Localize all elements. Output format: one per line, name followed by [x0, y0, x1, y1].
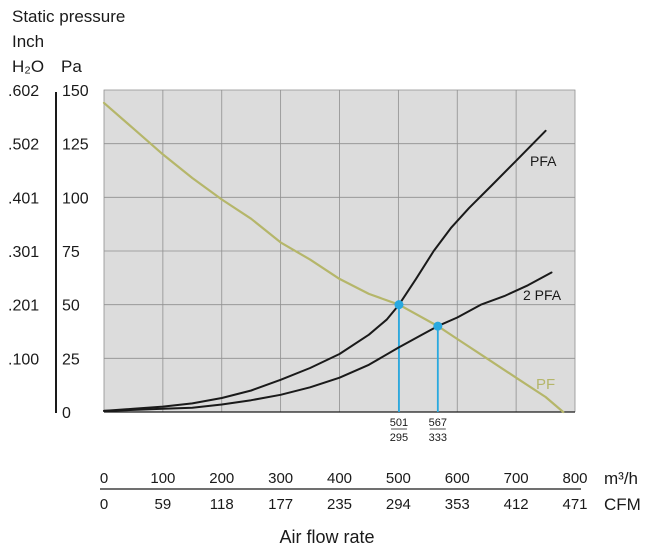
y-tick-label-inch: .401 — [8, 190, 39, 207]
x-tick-label-m3h: 0 — [100, 470, 108, 487]
y-tick-labels: 0 25 50 75 100 125 150 .100 .201 .301 .401 .502 .602 — [8, 83, 89, 422]
x-tick-label-m3h: 200 — [209, 470, 234, 487]
x-tick-label-cfm: 294 — [386, 496, 411, 513]
plot-frame — [103, 89, 576, 412]
y-tick-label-pa: 150 — [62, 83, 89, 100]
x-tick-label-m3h: 400 — [327, 470, 352, 487]
series-lines — [102, 101, 565, 414]
operating-point-markers — [394, 300, 443, 331]
series-label-pfa: PFA — [530, 153, 557, 169]
series-line-2pfa — [103, 271, 553, 412]
operating-point-cfm-label: 333 — [429, 432, 447, 444]
series-line-pf — [102, 101, 565, 414]
y-tick-label-inch: .602 — [8, 83, 39, 100]
grid-lines — [103, 89, 576, 413]
y-tick-label-inch: .301 — [8, 244, 39, 261]
x-axis-title: Air flow rate — [279, 527, 374, 547]
x-tick-label-cfm: 353 — [445, 496, 470, 513]
y-tick-label-pa: 125 — [62, 137, 89, 154]
x-tick-labels: 0 100 200 300 400 500 600 700 800 0 59 118 177 235 294… — [100, 470, 588, 513]
y-tick-label-pa: 50 — [62, 298, 80, 315]
x-tick-label-m3h: 700 — [504, 470, 529, 487]
x-tick-label-m3h: 100 — [150, 470, 175, 487]
operating-point-flow-label: 501 — [390, 417, 408, 429]
x-tick-label-m3h: 800 — [562, 470, 587, 487]
y-axis-title: Static pressure — [12, 7, 125, 26]
x-tick-label-cfm: 0 — [100, 496, 108, 513]
operating-point-marker — [394, 300, 404, 310]
x-tick-label-cfm: 412 — [504, 496, 529, 513]
x-unit-cfm: CFM — [604, 495, 641, 514]
x-tick-label-m3h: 300 — [268, 470, 293, 487]
y-tick-label-pa: 25 — [62, 351, 80, 368]
y-tick-label-pa: 100 — [62, 190, 89, 207]
operating-point-marker — [433, 321, 443, 331]
series-label-pf: PF — [536, 376, 555, 393]
series-label-2pfa: 2 PFA — [523, 287, 562, 303]
x-tick-label-cfm: 177 — [268, 496, 293, 513]
x-unit-m3h: m³/h — [604, 469, 638, 488]
series-line-pfa — [103, 129, 547, 412]
y-axis-inch-unit: H₂O — [12, 57, 44, 76]
x-tick-label-cfm: 471 — [562, 496, 587, 513]
y-tick-label-pa: 0 — [62, 405, 71, 422]
y-tick-label-pa: 75 — [62, 244, 80, 261]
x-tick-label-cfm: 59 — [155, 496, 172, 513]
y-tick-label-inch: .100 — [8, 351, 39, 368]
operating-point-cfm-label: 295 — [390, 432, 408, 444]
y-axis-inch-label: Inch — [12, 32, 44, 51]
y-axis-pa-unit: Pa — [61, 57, 82, 76]
x-tick-label-m3h: 600 — [445, 470, 470, 487]
operating-point-flow-label: 567 — [429, 417, 447, 429]
y-tick-label-inch: .201 — [8, 298, 39, 315]
x-tick-label-cfm: 118 — [210, 496, 234, 513]
x-tick-label-cfm: 235 — [327, 496, 352, 513]
operating-point-drop-lines: 501 295 567 333 — [390, 304, 447, 444]
y-tick-label-inch: .502 — [8, 137, 39, 154]
x-tick-label-m3h: 500 — [386, 470, 411, 487]
